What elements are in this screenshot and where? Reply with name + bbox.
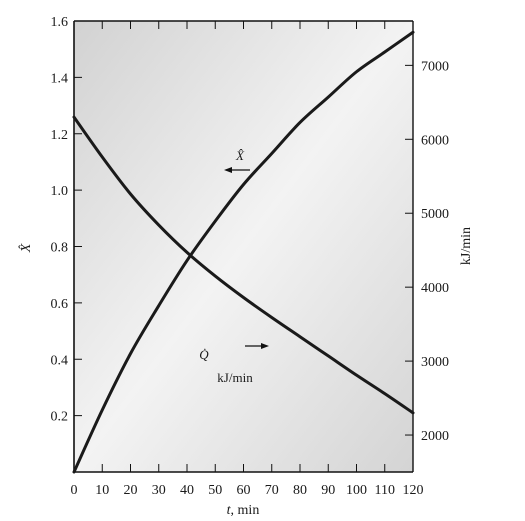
y-left-tick-label: 1.2 — [51, 128, 69, 143]
y-right-axis-label: kJ/min — [459, 227, 474, 265]
qdot-annotation-label: Q̇ — [199, 347, 209, 362]
x-tick-label: 50 — [208, 483, 222, 498]
x-tick-label: 90 — [321, 483, 335, 498]
x-tick-label: 40 — [180, 483, 194, 498]
x-axis-label-unit: , min — [231, 503, 260, 518]
qdot-arrow-head — [261, 343, 269, 349]
y-right-tick-label: 3000 — [421, 355, 449, 370]
x-tick-label: 120 — [403, 483, 424, 498]
axis-ticks: 0 10 20 30 40 50 60 70 80 90 100 110 120 0.2 0.4 0.6 0.8… — [51, 15, 450, 498]
x-tick-label: 10 — [95, 483, 109, 498]
x-tick-label: 60 — [237, 483, 251, 498]
y-left-tick-label: 0.2 — [51, 410, 69, 425]
x-axis-label-var: t — [227, 503, 232, 518]
xhat-arrow-head — [224, 167, 232, 173]
x-tick-label: 20 — [124, 483, 138, 498]
x-tick-label: 0 — [71, 483, 78, 498]
y-right-tick-label: 7000 — [421, 59, 449, 74]
x-tick-label: 30 — [152, 483, 166, 498]
xhat-annotation-label: X̂ — [235, 148, 245, 163]
x-tick-label: 100 — [346, 483, 367, 498]
x-tick-label: 70 — [265, 483, 279, 498]
y-left-tick-label: 1.0 — [51, 184, 69, 199]
y-left-tick-label: 1.4 — [51, 71, 69, 86]
y-left-axis-label: X̂ — [18, 243, 34, 253]
y-right-tick-label: 2000 — [421, 429, 449, 444]
x-axis-label: t, min — [227, 503, 260, 518]
y-left-tick-label: 0.4 — [51, 353, 69, 368]
y-right-tick-label: 5000 — [421, 207, 449, 222]
y-right-tick-label: 6000 — [421, 133, 449, 148]
series-line-qdot — [72, 115, 415, 415]
x-tick-label: 110 — [375, 483, 395, 498]
y-left-tick-label: 1.6 — [51, 15, 69, 30]
y-left-tick-label: 0.8 — [51, 241, 69, 256]
y-left-tick-label: 0.6 — [51, 297, 69, 312]
qdot-unit-annotation: kJ/min — [217, 370, 253, 385]
series-group — [72, 30, 415, 474]
x-tick-label: 80 — [293, 483, 307, 498]
series-line-xhat — [72, 30, 415, 474]
plot-area — [74, 21, 413, 472]
y-right-tick-label: 4000 — [421, 281, 449, 296]
